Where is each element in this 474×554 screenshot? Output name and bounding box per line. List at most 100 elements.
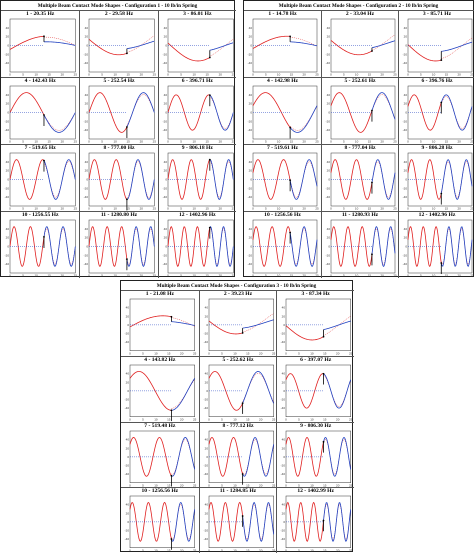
y-tick-label: 0 xyxy=(250,245,252,249)
x-tick-label: 10 xyxy=(192,207,196,211)
x-tick-label: 15 xyxy=(368,140,372,144)
blue-beam-line xyxy=(323,373,352,409)
x-tick-label: 0 xyxy=(129,417,131,421)
mode-title: 7 - 519.48 Hz xyxy=(144,422,176,429)
x-tick-label: 25 xyxy=(231,73,235,77)
y-tick-label: -20 xyxy=(203,463,208,467)
red-beam-dashed xyxy=(209,96,234,129)
mode-cell: 4 - 142.43 Hz 40 20 0 -20 -40 0 5 10 15 20 25 xyxy=(1,77,80,144)
x-tick-label: 15 xyxy=(368,73,372,77)
x-tick-label: 0 xyxy=(330,207,332,211)
contact-point xyxy=(126,126,129,128)
mode-shape-plot: 40 20 0 -20 -40 0 5 10 15 20 25 xyxy=(248,18,319,77)
y-tick-label: 20 xyxy=(204,512,208,516)
blue-beam-line xyxy=(126,92,156,128)
contact-point xyxy=(170,538,173,541)
y-tick-label: 40 xyxy=(163,227,167,231)
y-tick-label: -20 xyxy=(162,119,167,123)
mode-shape-plot: 40 20 0 -20 -40 0 5 10 15 20 25 xyxy=(248,85,319,144)
x-tick-label: 5 xyxy=(142,549,144,553)
red-beam-line xyxy=(330,225,373,267)
mode-cell: 2 - 33.04 Hz 40 20 0 -20 -40 0 5 10 15 20 25 xyxy=(321,10,398,77)
blue-beam-line xyxy=(171,321,195,326)
x-tick-label: 5 xyxy=(343,140,345,144)
y-tick-label: -40 xyxy=(84,128,89,132)
x-tick-label: 0 xyxy=(407,207,409,211)
y-tick-label: -20 xyxy=(281,529,286,533)
y-tick-label: 40 xyxy=(126,503,130,507)
mode-cell: 8 - 777.12 Hz 40 20 0 -20 -40 0 5 10 15 20 25 xyxy=(198,421,277,488)
y-tick-label: -20 xyxy=(203,529,208,533)
x-tick-label: 10 xyxy=(34,207,38,211)
x-tick-label: 5 xyxy=(343,73,345,77)
x-tick-label: 0 xyxy=(407,274,409,278)
y-tick-label: -40 xyxy=(403,128,408,132)
mode-title: 11 - 1280.93 Hz xyxy=(341,212,379,218)
y-tick-label: 0 xyxy=(284,520,286,524)
y-tick-label: 20 xyxy=(327,102,331,106)
x-tick-label: 10 xyxy=(432,73,436,77)
y-tick-label: 20 xyxy=(163,236,167,240)
y-tick-label: 40 xyxy=(6,26,10,30)
y-tick-label: -20 xyxy=(281,332,286,336)
contact-point xyxy=(126,52,129,55)
blue-beam-line xyxy=(43,41,76,46)
x-tick-label: 15 xyxy=(445,73,449,77)
x-tick-label: 0 xyxy=(167,73,169,77)
red-beam-line xyxy=(252,35,291,49)
x-tick-label: 25 xyxy=(193,549,197,553)
contact-point xyxy=(208,56,211,59)
y-tick-label: -20 xyxy=(125,397,130,401)
x-tick-label: 15 xyxy=(48,274,52,278)
x-tick-label: 10 xyxy=(154,483,158,487)
y-tick-label: 40 xyxy=(404,227,408,231)
red-beam-line xyxy=(407,94,442,131)
x-tick-label: 25 xyxy=(193,417,197,421)
y-tick-label: -20 xyxy=(125,332,130,336)
blue-beam-line xyxy=(171,436,196,477)
y-tick-label: -40 xyxy=(84,262,89,266)
contact-point xyxy=(170,474,173,477)
contact-point xyxy=(43,114,45,116)
x-tick-label: 25 xyxy=(74,73,78,77)
mode-cell: 12 - 1402.96 Hz 40 20 0 -20 -40 0 5 10 15 20 25 xyxy=(157,211,236,278)
y-tick-label: 0 xyxy=(328,44,330,48)
mode-title: 7 - 519.61 Hz xyxy=(266,145,299,151)
x-tick-label: 0 xyxy=(88,274,90,278)
mode-cell: 11 - 1284.85 Hz 40 20 0 -20 -40 0 5 10 15 20 25 xyxy=(198,487,277,553)
x-tick-label: 5 xyxy=(343,207,345,211)
mode-shape-plot: 40 20 0 -20 -40 0 5 10 15 20 25 xyxy=(326,152,397,211)
x-tick-label: 0 xyxy=(285,483,287,487)
y-tick-label: 0 xyxy=(284,454,286,458)
y-tick-label: -20 xyxy=(84,253,89,257)
mode-shape-plot: 40 20 0 -20 -40 0 5 10 15 20 25 xyxy=(203,496,275,553)
y-tick-label: -20 xyxy=(5,253,10,257)
x-tick-label: 15 xyxy=(127,274,131,278)
mode-title: 12 - 1402.99 Hz xyxy=(297,488,334,495)
x-tick-label: 15 xyxy=(246,417,250,421)
x-tick-label: 0 xyxy=(330,73,332,77)
mode-shape-plot: 40 20 0 -20 -40 0 5 10 15 20 25 xyxy=(281,364,353,421)
y-tick-label: -20 xyxy=(326,186,331,190)
mode-title: 8 - 777.00 Hz xyxy=(103,145,135,151)
y-tick-label: -20 xyxy=(403,52,408,56)
y-tick-label: -40 xyxy=(203,406,208,410)
x-tick-label: 15 xyxy=(167,351,171,355)
x-tick-label: 20 xyxy=(303,207,307,211)
x-tick-label: 20 xyxy=(61,73,65,77)
x-tick-label: 10 xyxy=(277,207,281,211)
y-tick-label: -20 xyxy=(5,186,10,190)
x-tick-label: 10 xyxy=(355,73,359,77)
mode-shape-plot: 40 20 0 -20 -40 0 5 10 15 20 25 xyxy=(248,219,319,278)
blue-beam-line xyxy=(209,159,234,200)
mode-title: 4 - 142.98 Hz xyxy=(266,78,299,84)
x-tick-label: 5 xyxy=(102,207,104,211)
contact-point xyxy=(170,409,173,411)
x-tick-label: 20 xyxy=(180,483,184,487)
blue-beam-line xyxy=(209,94,234,131)
x-tick-label: 25 xyxy=(470,207,474,211)
red-beam-line xyxy=(88,226,128,267)
x-tick-label: 10 xyxy=(432,207,436,211)
x-tick-label: 10 xyxy=(233,549,237,553)
y-tick-label: 20 xyxy=(126,446,130,450)
